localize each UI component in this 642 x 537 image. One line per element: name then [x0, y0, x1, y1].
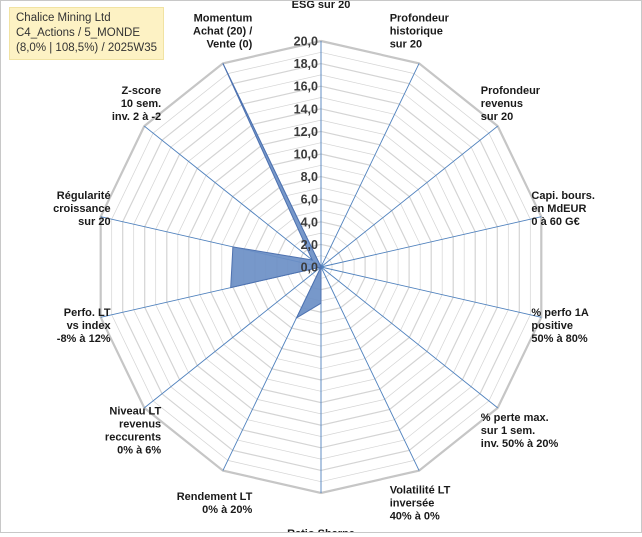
- axis-category-label: Niveau LT revenus reccurents 0% à 6%: [105, 405, 162, 456]
- axis-category-label: % perfo 1A positive 50% à 80%: [531, 307, 589, 345]
- axis-category-label: Régularité croissance sur 20: [53, 190, 110, 228]
- radial-tick-label: 0,0: [301, 261, 318, 275]
- chart-title-box: Chalice Mining Ltd C4_Actions / 5_MONDE …: [9, 7, 165, 60]
- axis-spoke: [320, 216, 542, 268]
- radial-tick-label: 2,0: [301, 238, 318, 252]
- axis-spoke: [144, 266, 322, 409]
- axis-category-label: Rendement LT 0% à 20%: [177, 491, 253, 516]
- series-area: [222, 63, 322, 320]
- radial-tick-label: 4,0: [301, 215, 318, 229]
- axis-category-label: Momentum Achat (20) / Vente (0): [193, 12, 253, 50]
- axis-category-label: Profondeur revenus sur 20: [481, 85, 541, 123]
- radial-tick-label: 20,0: [294, 35, 318, 49]
- axis-spoke: [144, 125, 322, 268]
- radial-tick-label: 14,0: [294, 102, 318, 116]
- axis-category-label: Ratio Sharpe0 à 1: [287, 528, 355, 532]
- radial-tick-label: 6,0: [301, 193, 318, 207]
- axis-spoke: [320, 63, 420, 268]
- axis-category-label: Perfo. LT vs index -8% à 12%: [57, 307, 112, 345]
- radial-tick-label: 12,0: [294, 125, 318, 139]
- radial-tick-label: 8,0: [301, 170, 318, 184]
- axis-category-label: NoteESG sur 20: [292, 1, 351, 11]
- axis-category-label: Z-score 10 sem. inv. 2 à -2: [112, 85, 161, 123]
- axis-spoke: [320, 125, 498, 268]
- axis-category-label: Capi. bours. en MdEUR 0 à 60 G€: [531, 190, 595, 228]
- performance-period: (8,0% | 108,5%) / 2025W35: [16, 42, 158, 54]
- radial-tick-label: 16,0: [294, 80, 318, 94]
- radial-tick-label: 18,0: [294, 57, 318, 71]
- company-name: Chalice Mining Ltd: [16, 12, 111, 24]
- axis-spoke: [320, 266, 420, 471]
- axis-category-label: % perte max. sur 1 sem. inv. 50% à 20%: [481, 412, 559, 450]
- portfolio-category: C4_Actions / 5_MONDE: [16, 27, 140, 39]
- axis-category-label: Profondeur historique sur 20: [390, 12, 450, 50]
- radial-tick-label: 10,0: [294, 148, 318, 162]
- axis-spoke: [320, 266, 498, 409]
- axis-spoke: [320, 266, 542, 318]
- axis-category-label: Volatilité LT inversée 40% à 0%: [390, 485, 451, 523]
